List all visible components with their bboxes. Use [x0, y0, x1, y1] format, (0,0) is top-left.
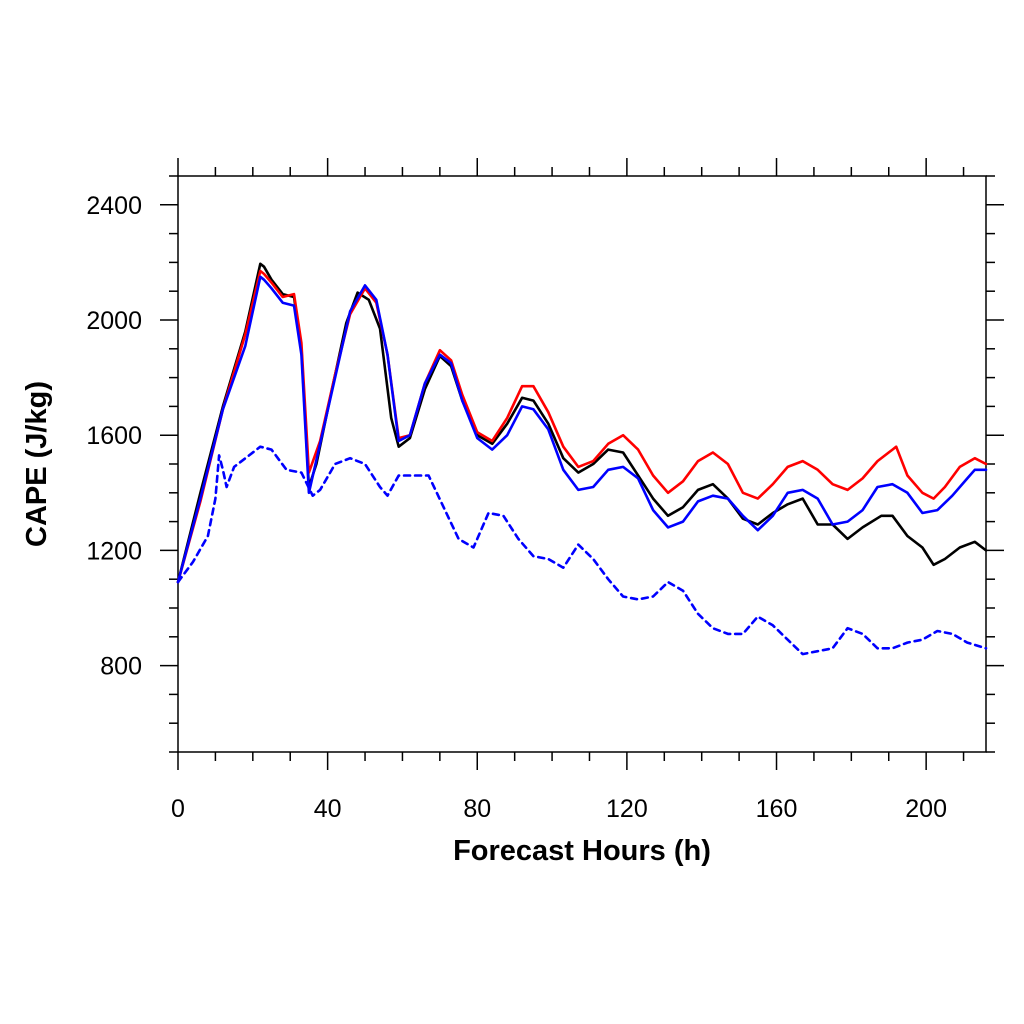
axis-ticks	[160, 158, 1004, 770]
series-line-4	[176, 445, 988, 656]
x-tick-label: 120	[606, 795, 648, 823]
y-tick-label: 2400	[86, 192, 142, 220]
x-tick-label: 80	[463, 795, 491, 823]
y-tick-label: 1600	[86, 422, 142, 450]
series-line-1	[176, 262, 988, 584]
x-axis-title: Forecast Hours (h)	[453, 835, 711, 867]
x-tick-label: 160	[756, 795, 798, 823]
y-tick-label: 1200	[86, 537, 142, 565]
y-tick-label: 800	[100, 653, 142, 681]
series-layer	[176, 262, 988, 656]
series-line-3	[176, 275, 988, 584]
x-tick-label: 200	[905, 795, 947, 823]
x-tick-label: 0	[171, 795, 185, 823]
tick-labels: 0 40 80 120 160 200 800 1200 1600 2000 2400	[86, 192, 947, 823]
plot-frame	[177, 175, 987, 753]
y-axis-title: CAPE (J/kg)	[21, 381, 53, 547]
x-tick-label: 40	[314, 795, 342, 823]
y-tick-label: 2000	[86, 307, 142, 335]
series-line-2	[176, 269, 988, 584]
